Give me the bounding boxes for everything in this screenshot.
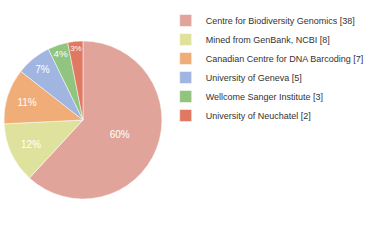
- svg-text:Canadian Centre for DNA Barcod: Canadian Centre for DNA Barcoding [7]: [206, 54, 364, 64]
- svg-text:3%: 3%: [70, 44, 81, 53]
- svg-text:University of Neuchatel [2]: University of Neuchatel [2]: [206, 111, 311, 121]
- svg-text:4%: 4%: [54, 48, 69, 59]
- svg-text:Centre for Biodiversity Genomi: Centre for Biodiversity Genomics [38]: [206, 16, 355, 26]
- svg-text:11%: 11%: [17, 97, 36, 108]
- svg-text:7%: 7%: [35, 64, 50, 75]
- svg-text:12%: 12%: [21, 139, 41, 150]
- svg-text:Wellcome Sanger Institute [3]: Wellcome Sanger Institute [3]: [206, 92, 323, 102]
- svg-text:University of Geneva [5]: University of Geneva [5]: [206, 73, 302, 83]
- svg-text:60%: 60%: [110, 129, 130, 140]
- svg-text:Mined from GenBank, NCBI [8]: Mined from GenBank, NCBI [8]: [206, 35, 330, 45]
